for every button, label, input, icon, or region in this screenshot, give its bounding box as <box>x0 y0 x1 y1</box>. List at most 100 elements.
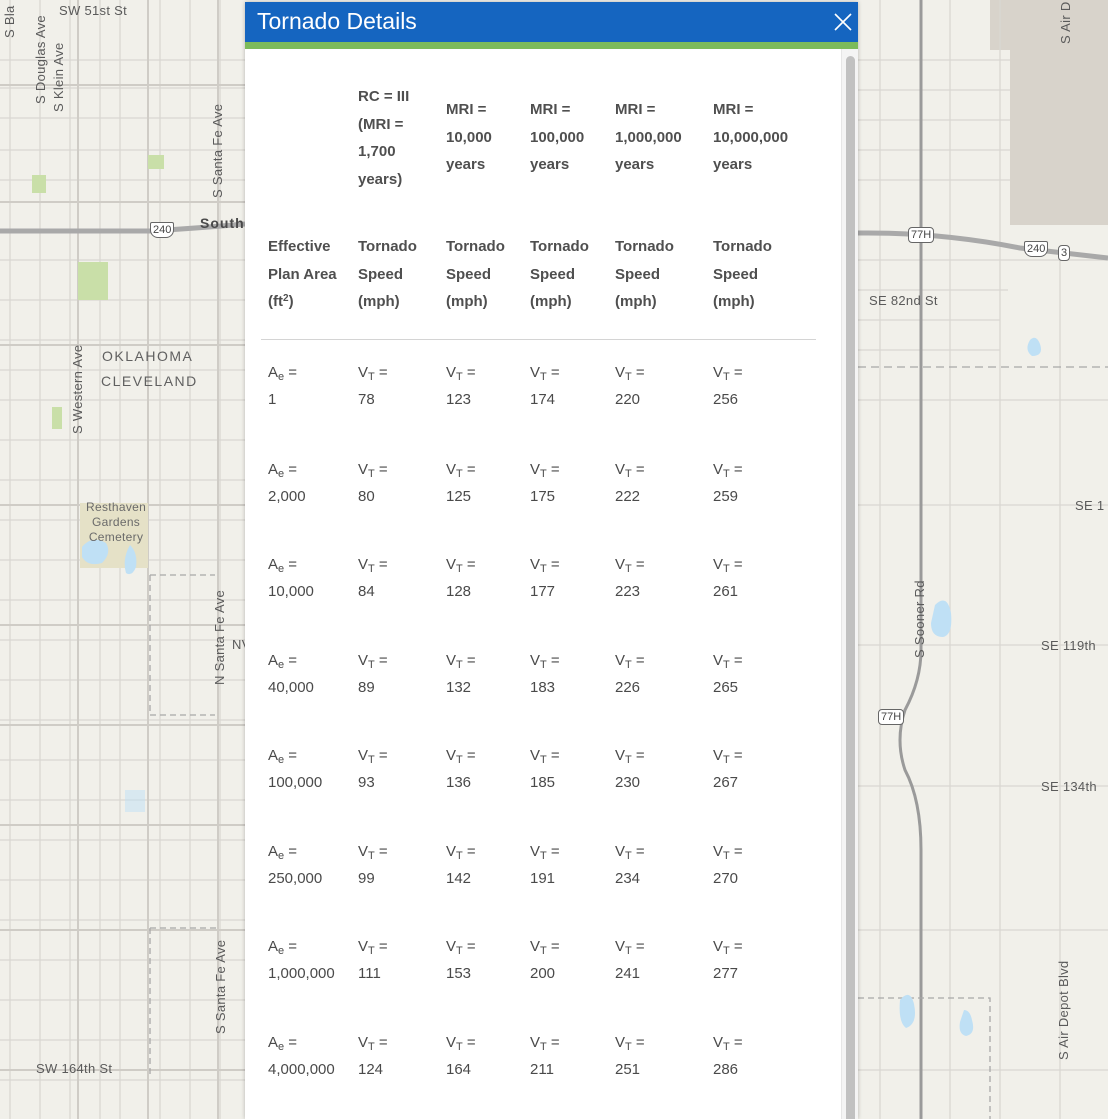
map-label-s-douglas-ave: S Douglas Ave <box>33 15 48 104</box>
speed-value: 93 <box>358 774 375 791</box>
map-label-sw-164th-st: SW 164th St <box>36 1061 113 1076</box>
area-value: 250,000 <box>268 869 323 887</box>
speed-value: 191 <box>530 869 556 887</box>
speed-value: 123 <box>446 390 472 408</box>
speed-value: 153 <box>446 965 472 982</box>
header-mri-empty <box>261 83 358 233</box>
speed-value: 124 <box>358 1060 384 1078</box>
map-label-se-82nd-st: SE 82nd St <box>869 293 938 308</box>
speed-cell: VT = 128 <box>446 530 530 626</box>
interstate-240-shield-icon: 240 <box>150 222 175 238</box>
header-effective-plan-area: Effective Plan Area (ft2) <box>268 238 337 310</box>
speed-value: 111 <box>358 965 381 982</box>
header-mri-100000: MRI = 100,000 years <box>530 101 585 173</box>
speed-value: 142 <box>446 869 472 887</box>
table-row: Ae = 2,000 VT = 80 VT = 125 VT = 175 VT … <box>261 435 816 531</box>
popup-body[interactable]: RC = III (MRI = 1,700 years) MRI = 10,00… <box>245 49 843 1119</box>
map-label-se-1xx: SE 1 <box>1075 498 1105 513</box>
speed-cell: VT = 175 <box>530 435 615 531</box>
speed-value: 99 <box>358 869 375 887</box>
speed-cell: VT = 234 <box>615 817 713 913</box>
popup-accent-bar <box>245 42 858 49</box>
header-tornado-speed: Tornado Speed (mph) <box>713 238 772 310</box>
speed-cell: VT = 142 <box>446 817 530 913</box>
speed-value: 125 <box>446 487 472 505</box>
area-value: 1 <box>268 390 277 408</box>
speed-value: 286 <box>713 1060 739 1078</box>
area-value: 10,000 <box>268 583 314 600</box>
map-label-s-santa-fe-ave-north: S Santa Fe Ave <box>210 103 225 198</box>
speed-cell: VT = 164 <box>446 1008 530 1104</box>
map-label-se-134th: SE 134th <box>1041 779 1097 794</box>
area-cell: Ae = 4,000,000 <box>261 1008 358 1104</box>
header-mri-rc-iii: RC = III (MRI = 1,700 years) <box>358 88 410 188</box>
route-3-shield-icon: 3 <box>1058 245 1071 261</box>
map-label-s-sooner-rd: S Sooner Rd <box>912 580 927 658</box>
table-row: Ae = 100,000 VT = 93 VT = 136 VT = 185 V… <box>261 721 816 817</box>
interstate-240-shield-icon: 240 <box>1024 241 1049 257</box>
speed-value: 78 <box>358 390 375 408</box>
area-cell: Ae = 40,000 <box>261 626 358 722</box>
speed-value: 270 <box>713 869 739 887</box>
speed-cell: VT = 226 <box>615 626 713 722</box>
scrollbar-thumb[interactable] <box>846 56 855 1119</box>
speed-cell: VT = 261 <box>713 530 816 626</box>
map-label-se-119th: SE 119th <box>1041 638 1096 653</box>
speed-cell: VT = 124 <box>358 1008 446 1104</box>
header-mri-10000: MRI = 10,000 years <box>446 101 492 173</box>
map-label-s-klein-ave: S Klein Ave <box>51 42 66 112</box>
speed-value: 164 <box>446 1060 472 1078</box>
speed-value: 80 <box>358 487 375 505</box>
map-label-resthaven-cemetery: Resthaven Gardens Cemetery <box>86 500 147 544</box>
map-label-s-air-depot-north: S Air D <box>1058 1 1073 44</box>
speed-value: 136 <box>446 774 472 791</box>
route-77h-shield-icon: 77H <box>908 227 935 243</box>
header-tornado-speed: Tornado Speed (mph) <box>358 238 417 310</box>
header-mri-1000000: MRI = 1,000,000 years <box>615 101 682 173</box>
speed-cell: VT = 241 <box>615 912 713 1008</box>
table-header-row-mri: RC = III (MRI = 1,700 years) MRI = 10,00… <box>261 83 816 233</box>
map-label-s-western-ave: S Western Ave <box>70 344 85 434</box>
speed-value: 200 <box>530 965 556 982</box>
speed-cell: VT = 256 <box>713 339 816 435</box>
table-row: Ae = 40,000 VT = 89 VT = 132 VT = 183 VT… <box>261 626 816 722</box>
speed-cell: VT = 84 <box>358 530 446 626</box>
table-row: Ae = 1,000,000 VT = 111 VT = 153 VT = 20… <box>261 912 816 1008</box>
speed-value: 277 <box>713 965 739 982</box>
speed-cell: VT = 211 <box>530 1008 615 1104</box>
speed-value: 185 <box>530 774 556 791</box>
close-button[interactable] <box>832 11 854 33</box>
speed-value: 234 <box>615 869 641 887</box>
speed-value: 222 <box>615 487 641 505</box>
speed-cell: VT = 265 <box>713 626 816 722</box>
area-value: 2,000 <box>268 487 306 505</box>
map-label-s-bla: S Bla <box>2 5 17 38</box>
route-77h-shield-icon: 77H <box>878 709 905 725</box>
speed-cell: VT = 251 <box>615 1008 713 1104</box>
table-row: Ae = 4,000,000 VT = 124 VT = 164 VT = 21… <box>261 1008 816 1104</box>
speed-value: 177 <box>530 583 556 600</box>
speed-cell: VT = 174 <box>530 339 615 435</box>
speed-value: 128 <box>446 583 472 600</box>
area-cell: Ae = 1,000,000 <box>261 912 358 1008</box>
speed-cell: VT = 230 <box>615 721 713 817</box>
speed-value: 211 <box>530 1060 554 1078</box>
speed-cell: VT = 111 <box>358 912 446 1008</box>
speed-cell: VT = 223 <box>615 530 713 626</box>
speed-cell: VT = 177 <box>530 530 615 626</box>
table-body: Ae = 1 VT = 78 VT = 123 VT = 174 VT = 22… <box>261 339 816 1103</box>
popup-scrollbar[interactable] <box>841 49 858 1119</box>
speed-cell: VT = 220 <box>615 339 713 435</box>
map-label-s-air-depot-blvd: S Air Depot Blvd <box>1056 960 1071 1060</box>
table-row: Ae = 1 VT = 78 VT = 123 VT = 174 VT = 22… <box>261 339 816 435</box>
tornado-details-popup: Tornado Details RC = III (MRI = 1,700 ye… <box>245 2 858 1119</box>
speed-cell: VT = 200 <box>530 912 615 1008</box>
speed-value: 183 <box>530 678 556 696</box>
map-label-south: South <box>200 215 245 231</box>
speed-value: 84 <box>358 583 375 600</box>
speed-value: 230 <box>615 774 641 791</box>
speed-cell: VT = 185 <box>530 721 615 817</box>
popup-header: Tornado Details <box>245 2 858 42</box>
speed-value: 175 <box>530 487 556 505</box>
speed-cell: VT = 93 <box>358 721 446 817</box>
